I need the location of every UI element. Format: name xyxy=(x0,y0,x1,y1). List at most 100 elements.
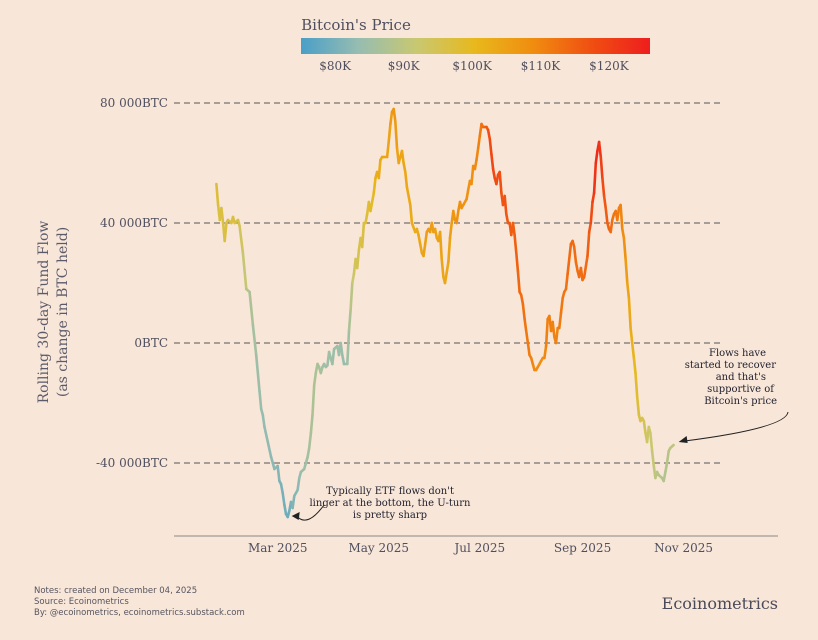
series-segment xyxy=(627,296,632,330)
footer-notes-created: Notes: created on December 04, 2025 xyxy=(34,586,198,596)
series-segment xyxy=(591,191,596,204)
series-segment xyxy=(447,236,452,264)
series-segment xyxy=(223,221,228,243)
series-segment xyxy=(488,137,493,156)
series-segment xyxy=(263,425,270,444)
series-segment xyxy=(521,302,526,321)
series-segment xyxy=(372,176,377,195)
y-tick-label: 0BTC xyxy=(134,336,168,350)
series-segment xyxy=(586,230,591,258)
series-segment xyxy=(307,431,313,450)
series-segment xyxy=(597,140,603,159)
series-segment xyxy=(476,134,482,150)
y-tick-label: -40 000BTC xyxy=(96,456,168,470)
series-segment xyxy=(417,233,422,246)
series-segment xyxy=(668,443,675,450)
annotation-recover-arrowhead xyxy=(678,436,688,443)
footer-notes: Notes: created on December 04, 2025 Sour… xyxy=(34,586,245,619)
annotation-recover-line1: Flows have xyxy=(709,348,766,359)
series-segment xyxy=(475,146,480,162)
series-segment xyxy=(503,194,508,216)
series-segment xyxy=(566,242,573,276)
x-tick-label: Nov 2025 xyxy=(654,541,713,555)
annotation-bottom-line2: linger at the bottom, the U-turn xyxy=(309,498,471,509)
series-segment xyxy=(312,371,318,387)
series-segment xyxy=(572,245,578,264)
series-segment xyxy=(309,413,314,435)
series-segment xyxy=(498,170,503,195)
series-segment xyxy=(587,221,593,234)
series-segment xyxy=(261,413,266,429)
x-tick-label: Sep 2025 xyxy=(554,541,611,555)
series-segment xyxy=(279,482,285,495)
series-segment xyxy=(248,290,255,327)
series-segment xyxy=(630,341,636,360)
series-segment xyxy=(448,221,454,240)
series-segment xyxy=(662,470,667,483)
series-segment xyxy=(283,503,288,516)
series-segment xyxy=(470,164,475,186)
series-segment xyxy=(632,356,637,375)
series-segment xyxy=(504,212,510,225)
series-segment xyxy=(402,161,407,174)
series-segment xyxy=(403,170,409,189)
annotation-bottom-arrow xyxy=(297,504,325,521)
series-segment xyxy=(486,128,492,141)
series-segment xyxy=(602,194,608,210)
series-segment xyxy=(311,383,316,417)
series-segment xyxy=(634,371,639,399)
series-segment xyxy=(251,323,258,357)
series-segment xyxy=(400,149,405,165)
series-segment xyxy=(418,242,424,255)
footer-source: Source: Ecoinometrics xyxy=(34,597,129,607)
series-segment xyxy=(385,140,391,159)
series-segment xyxy=(347,308,352,333)
legend-tick-label: $120K xyxy=(589,59,630,73)
series-segment xyxy=(519,293,525,306)
series-segment xyxy=(516,269,521,294)
series-segment xyxy=(405,185,412,207)
series-segment xyxy=(408,203,414,225)
series-segment xyxy=(604,206,609,225)
series-segment xyxy=(620,227,626,240)
series-segment xyxy=(266,440,273,459)
series-segment xyxy=(423,230,429,246)
series-segment xyxy=(624,257,629,285)
legend-title: Bitcoin's Price xyxy=(301,16,411,34)
series-segment xyxy=(526,341,531,357)
annotation-bottom-line1: Typically ETF flows don't xyxy=(326,486,454,497)
series-segment xyxy=(629,326,634,345)
series-segment xyxy=(360,221,366,249)
series-segment xyxy=(615,206,621,222)
series-segment xyxy=(291,494,296,510)
series-segment xyxy=(524,329,530,345)
color-legend: Bitcoin's Price $80K $90K $100K $110K $120K xyxy=(301,16,650,73)
fund-flow-series xyxy=(215,107,675,519)
series-segment xyxy=(664,461,669,474)
brand-logo-text: Ecoinometrics xyxy=(661,594,778,613)
series-segment xyxy=(649,431,654,453)
series-segment xyxy=(455,209,460,225)
series-segment xyxy=(438,230,444,261)
series-segment xyxy=(551,320,556,339)
series-segment xyxy=(599,155,604,180)
series-segment xyxy=(559,296,565,315)
series-segment xyxy=(339,341,344,357)
annotation-recover-line5: Bitcoin's price xyxy=(704,396,777,407)
series-segment xyxy=(392,107,397,123)
annotation-recover-line3: and that's xyxy=(716,372,766,383)
series-segment xyxy=(440,257,445,279)
series-segment xyxy=(544,317,550,348)
series-segment xyxy=(349,281,354,312)
series-segment xyxy=(619,203,624,231)
series-segment xyxy=(220,206,225,225)
series-segment xyxy=(340,353,346,366)
footer-by: By: @ecoinometrics, ecoinometrics.substa… xyxy=(34,608,245,618)
x-tick-label: Mar 2025 xyxy=(248,541,308,555)
series-segment xyxy=(369,191,376,213)
series-segment xyxy=(635,395,641,417)
series-segment xyxy=(433,227,439,240)
legend-tick-label: $80K xyxy=(319,59,352,73)
series-segment xyxy=(601,176,606,198)
